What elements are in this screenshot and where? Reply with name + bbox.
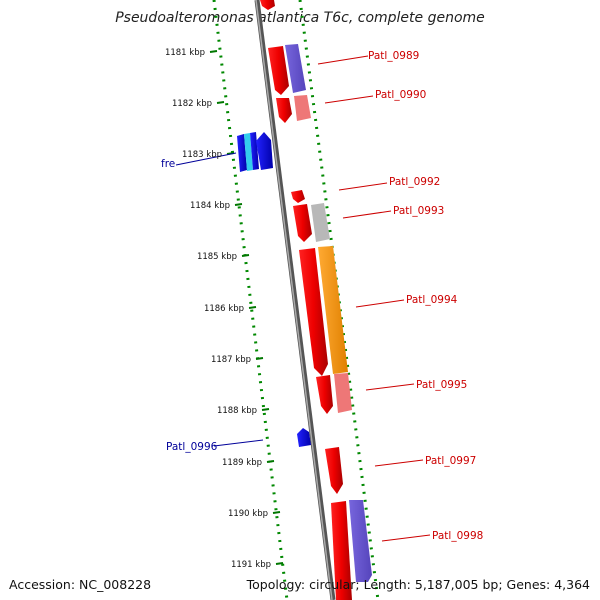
accession-text: Accession: NC_008228 bbox=[9, 577, 152, 592]
genome-backbone bbox=[254, 0, 336, 600]
tick-label: 1182 kbp bbox=[172, 99, 212, 109]
gene-patl0998-red bbox=[331, 501, 352, 600]
gene-patl0995-red bbox=[316, 375, 333, 414]
gene-fre-cyan bbox=[244, 133, 253, 171]
tick-label: 1189 kbp bbox=[222, 458, 262, 468]
tick-label: 1188 kbp bbox=[217, 406, 257, 416]
tick-label: 1190 kbp bbox=[228, 509, 268, 519]
tick-labels: 1181 kbp 1182 kbp 1183 kbp 1184 kbp 1185… bbox=[165, 48, 271, 570]
gene-label-patl0993[interactable]: Patl_0993 bbox=[393, 205, 444, 217]
gene-patl0994-orange bbox=[318, 246, 348, 374]
tick-mark bbox=[209, 50, 218, 53]
gene-patl0993-gray bbox=[311, 203, 330, 242]
tick-label: 1191 kbp bbox=[231, 560, 271, 570]
gene-features bbox=[237, 0, 372, 600]
inner-dotted-track bbox=[298, 0, 380, 600]
gene-patl0992-red bbox=[291, 190, 305, 203]
gene-label-patl0995[interactable]: Patl_0995 bbox=[416, 379, 467, 391]
gene-top-red bbox=[260, 0, 275, 10]
gene-label-patl0990[interactable]: Patl_0990 bbox=[375, 89, 426, 101]
gene-labels: Patl_0989 Patl_0990 fre Patl_0992 Patl_0… bbox=[161, 50, 483, 542]
gene-patl0996-blue bbox=[297, 428, 311, 447]
tick-mark bbox=[248, 306, 257, 309]
gene-patl0989-purple bbox=[285, 44, 306, 93]
gene-patl0994-red bbox=[299, 248, 328, 376]
tick-mark bbox=[272, 511, 281, 514]
tick-mark bbox=[216, 101, 225, 104]
gene-fre-blue-right bbox=[256, 132, 273, 170]
tick-mark bbox=[255, 357, 264, 360]
gene-fre-blue-left bbox=[237, 134, 247, 172]
tick-mark bbox=[241, 254, 250, 257]
map-title: Pseudoalteromonas atlantica T6c, complet… bbox=[115, 10, 485, 26]
tick-marks bbox=[209, 50, 284, 565]
tick-label: 1186 kbp bbox=[204, 304, 244, 314]
gene-patl0993-red bbox=[293, 204, 312, 242]
gene-label-patl0992[interactable]: Patl_0992 bbox=[389, 176, 440, 188]
tick-label: 1187 kbp bbox=[211, 355, 251, 365]
gene-patl0990-red bbox=[276, 98, 292, 123]
label-leaders bbox=[175, 55, 431, 542]
gene-patl0995-salmon bbox=[334, 373, 352, 413]
gene-patl0990-salmon bbox=[294, 95, 311, 121]
tick-label: 1184 kbp bbox=[190, 201, 230, 211]
tick-mark bbox=[266, 460, 275, 463]
gene-patl0998-purple bbox=[349, 500, 372, 582]
gene-label-patl0997[interactable]: Patl_0997 bbox=[425, 455, 476, 467]
topology-text: Topology: circular; Length: 5,187,005 bp… bbox=[246, 577, 590, 592]
tick-label: 1181 kbp bbox=[165, 48, 205, 58]
gene-patl0989-red bbox=[268, 46, 289, 95]
gene-label-fre[interactable]: fre bbox=[161, 158, 175, 170]
gene-patl0997-red bbox=[325, 447, 343, 494]
gene-label-patl0994[interactable]: Patl_0994 bbox=[406, 294, 458, 306]
tick-label: 1183 kbp bbox=[182, 150, 222, 160]
gene-label-patl0998[interactable]: Patl_0998 bbox=[432, 530, 483, 542]
gene-label-patl0989[interactable]: Patl_0989 bbox=[368, 50, 419, 62]
tick-mark bbox=[275, 562, 284, 565]
tick-mark bbox=[261, 408, 270, 411]
genome-backbone-highlight bbox=[255, 0, 333, 600]
tick-label: 1185 kbp bbox=[197, 252, 237, 262]
gene-label-patl0996[interactable]: Patl_0996 bbox=[166, 441, 218, 453]
tick-mark bbox=[234, 203, 243, 206]
